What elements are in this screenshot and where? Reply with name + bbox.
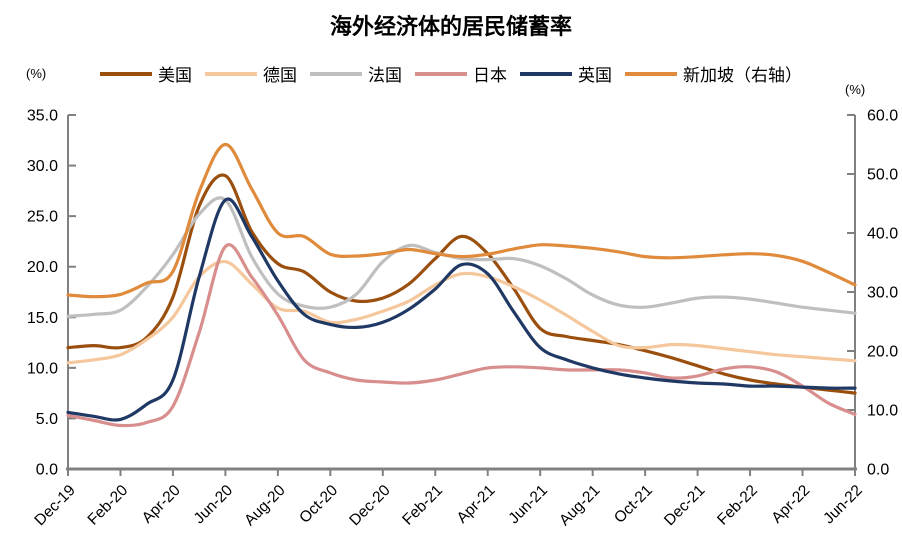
y-axis-right-label: 20.0: [867, 344, 898, 361]
x-axis-label: Dec-21: [661, 482, 708, 529]
legend-label-japan: 日本: [473, 66, 507, 85]
x-axis-label: Oct-20: [296, 482, 341, 527]
x-axis-label: Feb-22: [714, 482, 761, 529]
y-axis-right-label: 10.0: [867, 403, 898, 420]
y-axis-left-label: 20.0: [27, 259, 58, 276]
x-axis-label: Aug-21: [556, 482, 603, 529]
x-axis-label: Apr-21: [454, 482, 499, 527]
y-axis-right-label: 0.0: [867, 462, 889, 479]
y-axis-left-label: 0.0: [36, 462, 58, 479]
legend-swatch-japan: [415, 71, 467, 76]
x-axis-label: Oct-21: [611, 482, 656, 527]
legend-item-singapore: 新加坡（右轴）: [625, 61, 802, 86]
y-axis-left-label: 5.0: [36, 411, 58, 428]
legend-swatch-us: [100, 71, 152, 76]
legend-label-us: 美国: [158, 66, 192, 85]
legend-label-singapore: 新加坡（右轴）: [683, 66, 802, 85]
legend: 美国 德国 法国 日本 英国 新加坡（右轴）: [100, 61, 802, 86]
y-axis-left-label: 30.0: [27, 158, 58, 175]
series-line-us: [66, 173, 857, 395]
x-axis-label: Dec-20: [346, 482, 394, 530]
x-axis-label: Feb-20: [85, 482, 132, 529]
x-axis-label: Dec-19: [31, 482, 78, 529]
legend-item-us: 美国: [100, 61, 192, 86]
y-axis-left-label: 15.0: [27, 310, 58, 327]
y-axis-right-label: 60.0: [867, 108, 898, 125]
series-line-japan: [66, 243, 857, 428]
series-line-germany: [66, 260, 857, 365]
y-axis-right-label: 50.0: [867, 167, 898, 184]
legend-item-japan: 日本: [415, 61, 507, 86]
x-axis-label: Apr-22: [768, 482, 813, 527]
y-axis-right-label: 40.0: [867, 226, 898, 243]
y-axis-left-label: 25.0: [27, 209, 58, 226]
legend-label-germany: 德国: [263, 66, 297, 85]
x-axis-label: Jun-22: [820, 482, 866, 528]
legend-swatch-singapore: [625, 71, 677, 76]
chart-title: 海外经济体的居民储蓄率: [329, 14, 572, 39]
x-axis-label: Aug-20: [241, 482, 289, 530]
legend-item-france: 法国: [310, 61, 402, 86]
left-axis-unit: (%): [26, 66, 47, 81]
legend-swatch-uk: [520, 71, 572, 76]
x-axis-label: Feb-21: [399, 482, 446, 529]
x-axis-label: Apr-20: [139, 482, 184, 527]
y-axis-right-label: 30.0: [867, 285, 898, 302]
legend-swatch-france: [310, 71, 362, 76]
x-axis-label: Jun-21: [505, 482, 551, 528]
legend-label-uk: 英国: [578, 66, 612, 85]
legend-label-france: 法国: [368, 66, 402, 85]
y-axis-left-label: 35.0: [27, 108, 58, 125]
x-axis-label: Jun-20: [191, 482, 237, 528]
y-axis-left-label: 10.0: [27, 360, 58, 377]
series-line-uk: [66, 197, 857, 422]
legend-item-germany: 德国: [205, 61, 297, 86]
series-line-france: [66, 196, 857, 318]
legend-swatch-germany: [205, 71, 257, 76]
right-axis-unit: (%): [845, 82, 866, 97]
legend-item-uk: 英国: [520, 61, 612, 86]
series-line-singapore: [66, 142, 857, 299]
